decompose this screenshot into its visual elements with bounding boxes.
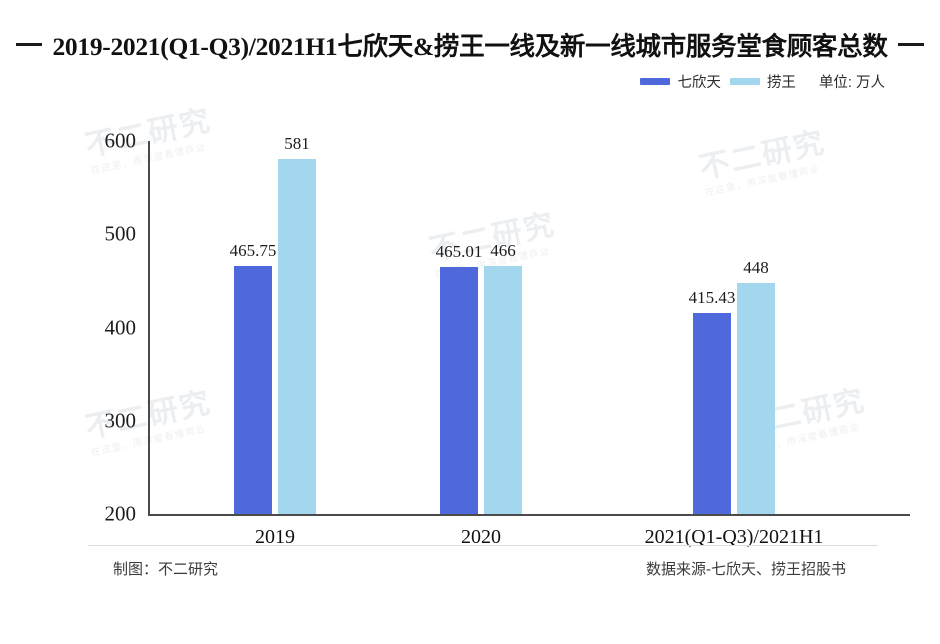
plot-area: 600 500 400 300 200 465.75 581 2019 465.01 466 20… — [105, 129, 910, 548]
y-axis-line — [148, 141, 150, 514]
x-axis-line — [148, 514, 910, 516]
bar-value-label: 465.75 — [229, 241, 277, 261]
title-dash-left-icon — [16, 43, 43, 46]
bar-qixintian[interactable]: 415.43 — [689, 288, 735, 514]
bar-group: 415.43 448 2021(Q1-Q3)/2021H1 — [645, 141, 824, 548]
bar-laowang[interactable]: 448 — [737, 258, 775, 514]
bar-group: 465.01 466 2020 — [436, 141, 522, 548]
footer-divider — [88, 545, 878, 546]
legend-label: 捞王 — [766, 75, 796, 91]
bar-laowang[interactable]: 466 — [484, 241, 522, 514]
chart-legend: 七欣天 捞王 单位: 万人 — [640, 71, 885, 92]
legend-swatch-icon — [729, 78, 760, 85]
bar-group: 465.75 581 2019 — [230, 134, 316, 548]
y-axis-tick-label: 300 — [104, 408, 137, 433]
page-title: 2019-2021(Q1-Q3)/2021H1七欣天&捞王一线及新一线城市服务堂… — [52, 32, 888, 61]
x-axis-tick-label: 2020 — [461, 526, 501, 548]
x-axis-tick-label: 2021(Q1-Q3)/2021H1 — [644, 526, 824, 548]
bar-laowang[interactable]: 581 — [278, 134, 316, 514]
title-row: 2019-2021(Q1-Q3)/2021H1七欣天&捞王一线及新一线城市服务堂… — [0, 26, 940, 63]
legend-item-laowang[interactable]: 捞王 — [729, 71, 796, 92]
legend-item-qixintian[interactable]: 七欣天 — [640, 71, 721, 92]
bar-value-label: 466 — [490, 240, 516, 260]
footer-source: 数据来源-七欣天、捞王招股书 — [646, 561, 846, 578]
legend-swatch-icon — [640, 78, 671, 85]
bar-qixintian[interactable]: 465.75 — [230, 241, 276, 514]
legend-label: 七欣天 — [677, 75, 721, 91]
title-dash-right-icon — [897, 43, 924, 46]
bar-value-label: 581 — [284, 133, 310, 153]
bar-value-label: 415.43 — [688, 288, 736, 308]
y-axis-tick-label: 600 — [104, 128, 137, 153]
bar-qixintian[interactable]: 465.01 — [436, 242, 482, 514]
bar-value-label: 465.01 — [435, 241, 483, 261]
footer-credit: 制图：不二研究 — [113, 561, 219, 578]
legend-unit-note: 单位: 万人 — [818, 75, 885, 91]
y-axis-tick-label: 200 — [104, 501, 137, 526]
bar-value-label: 448 — [743, 257, 769, 277]
y-axis-tick-label: 400 — [104, 315, 137, 339]
y-axis-tick-label: 500 — [104, 221, 137, 246]
x-axis-tick-label: 2019 — [255, 526, 295, 548]
footer: 制图：不二研究 数据来源-七欣天、捞王招股书 — [88, 558, 878, 579]
